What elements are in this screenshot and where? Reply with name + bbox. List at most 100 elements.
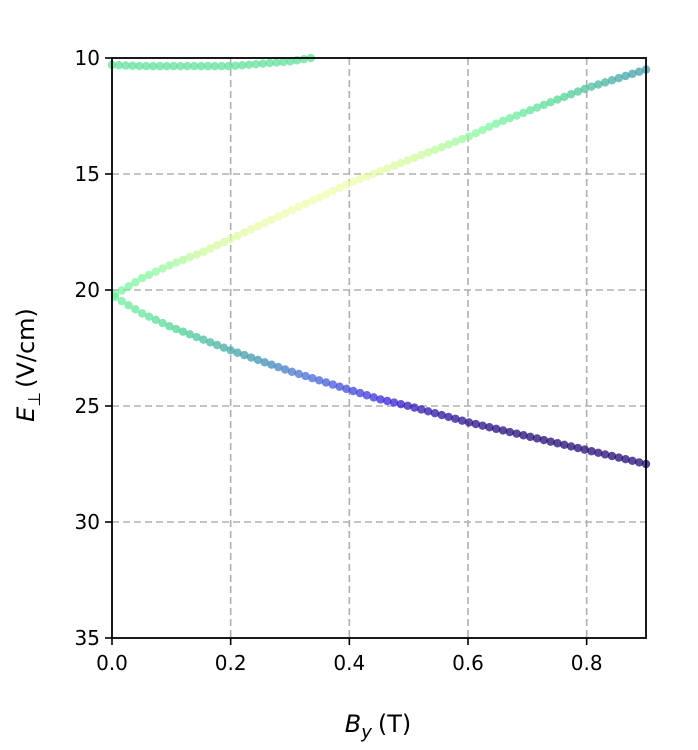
data-point — [185, 253, 195, 262]
data-point — [457, 416, 467, 425]
data-point — [178, 327, 188, 336]
series-3 — [110, 292, 651, 469]
data-point — [621, 455, 630, 464]
x-axis-label-main: B — [345, 710, 361, 738]
data-point — [280, 209, 290, 218]
data-point — [158, 264, 167, 273]
x-tick-label: 0.4 — [333, 651, 365, 675]
data-point — [417, 405, 426, 414]
data-point — [267, 360, 276, 369]
data-point — [124, 282, 133, 291]
data-point — [464, 418, 474, 427]
data-point — [238, 61, 247, 70]
data-point — [607, 76, 617, 85]
data-point — [451, 414, 460, 423]
x-tick-label: 0.0 — [96, 651, 128, 675]
data-point — [299, 54, 309, 64]
data-point — [539, 435, 549, 445]
data-point — [199, 247, 208, 256]
data-point — [151, 315, 161, 325]
data-point — [532, 434, 542, 443]
data-point — [566, 442, 576, 451]
data-point — [614, 453, 623, 462]
data-point — [430, 408, 440, 418]
data-point — [566, 90, 576, 99]
data-point — [165, 261, 174, 270]
data-point — [580, 84, 589, 94]
data-point — [485, 423, 494, 432]
data-point — [403, 156, 412, 165]
data-point — [169, 61, 178, 71]
data-point — [430, 145, 440, 154]
data-point — [286, 57, 295, 66]
data-point — [124, 301, 133, 310]
data-point — [546, 437, 555, 446]
data-point — [308, 196, 317, 205]
data-point — [485, 122, 494, 132]
data-point — [471, 419, 480, 429]
data-point — [403, 401, 412, 410]
data-point — [114, 61, 124, 70]
data-point — [233, 348, 242, 357]
data-point — [505, 427, 515, 437]
data-point — [135, 61, 144, 71]
data-point — [212, 241, 222, 250]
data-point — [539, 100, 549, 110]
data-point — [294, 202, 303, 212]
data-point — [423, 148, 433, 157]
data-point — [253, 355, 263, 365]
data-point — [240, 350, 249, 360]
data-point — [128, 61, 137, 70]
data-point — [315, 376, 324, 385]
data-point — [240, 228, 249, 237]
data-point — [253, 221, 263, 231]
data-point — [594, 448, 603, 458]
data-point — [144, 312, 154, 321]
data-point — [148, 61, 158, 71]
data-point — [328, 380, 338, 389]
data-point — [492, 424, 501, 434]
data-point — [532, 103, 542, 112]
data-point — [231, 61, 240, 70]
data-point — [383, 164, 392, 173]
data-point — [560, 92, 569, 102]
data-point — [287, 367, 297, 377]
data-point — [369, 393, 378, 402]
data-point — [224, 61, 233, 71]
data-point — [389, 398, 399, 407]
y-axis-label-unit: (V/cm) — [12, 308, 40, 388]
y-tick-label: 30 — [75, 510, 100, 534]
data-point — [457, 134, 467, 144]
data-point — [349, 177, 358, 186]
data-point — [587, 447, 596, 456]
data-point — [492, 119, 501, 128]
data-point — [498, 116, 508, 126]
data-point — [437, 410, 446, 420]
data-point — [226, 346, 235, 355]
data-point — [464, 132, 474, 141]
data-point — [519, 108, 528, 118]
data-point — [594, 80, 603, 89]
data-point — [444, 140, 453, 149]
data-point — [342, 180, 351, 189]
data-point — [437, 142, 446, 152]
data-point — [274, 212, 283, 221]
y-tick-label: 25 — [75, 394, 100, 418]
x-axis-label: By (T) — [345, 710, 412, 743]
data-point — [328, 186, 338, 196]
data-point — [553, 439, 562, 448]
data-point — [178, 255, 188, 265]
data-point — [471, 129, 480, 138]
data-point — [196, 61, 206, 71]
x-tick-label: 0.8 — [571, 651, 603, 675]
data-point — [246, 353, 256, 362]
y-axis-label: E⊥ (V/cm) — [12, 308, 45, 422]
data-point — [219, 343, 229, 352]
data-point — [587, 82, 596, 91]
data-point — [210, 61, 220, 71]
y-axis-label-sub: ⊥ — [25, 392, 45, 407]
data-point — [444, 412, 453, 422]
data-point — [607, 451, 617, 461]
data-point — [206, 338, 215, 347]
